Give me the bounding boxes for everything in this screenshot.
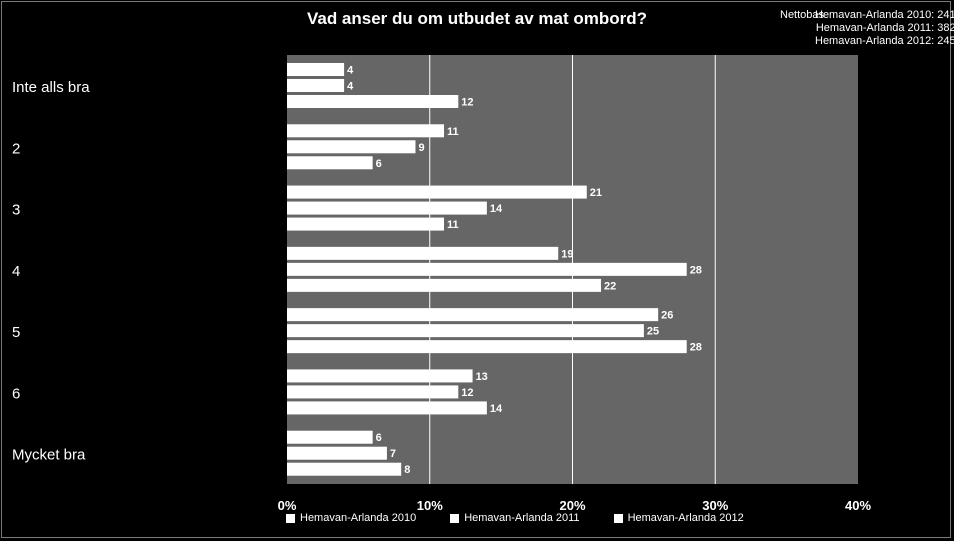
- bar: [287, 401, 487, 415]
- bar: [287, 140, 416, 154]
- bar: [287, 340, 687, 354]
- data-label: 9: [418, 142, 424, 154]
- data-label: 8: [404, 464, 410, 476]
- legend-label-2011: Hemavan-Arlanda 2011: [464, 512, 580, 524]
- legend-item-2011: Hemavan-Arlanda 2011: [450, 512, 580, 524]
- bar: [287, 262, 687, 276]
- category-label: Mycket bra: [12, 447, 86, 464]
- bar: [287, 185, 587, 199]
- legend-swatch-2012: [613, 513, 623, 523]
- data-label: 25: [647, 326, 659, 338]
- nettobas-line-2011: Hemavan-Arlanda 2011: 382: [815, 22, 954, 34]
- bar: [287, 79, 345, 92]
- legend-label-2012: Hemavan-Arlanda 2012: [627, 512, 744, 524]
- data-label: 28: [690, 342, 702, 354]
- data-label: 11: [447, 126, 459, 138]
- legend: Hemavan-Arlanda 2010 Hemavan-Arlanda 201…: [286, 512, 778, 524]
- bar: [287, 385, 459, 399]
- bar: [287, 430, 373, 444]
- category-label: 6: [12, 385, 20, 402]
- data-label: 14: [490, 203, 503, 215]
- data-label: 11: [447, 219, 459, 231]
- x-tick-label: 10%: [417, 498, 443, 513]
- bar: [287, 201, 487, 215]
- data-label: 7: [390, 448, 396, 460]
- x-tick-label: 40%: [845, 498, 871, 513]
- bar: [287, 308, 659, 322]
- data-label: 13: [476, 371, 488, 383]
- bar: [287, 369, 473, 383]
- legend-item-2012: Hemavan-Arlanda 2012: [613, 512, 744, 524]
- category-label: 5: [12, 324, 20, 341]
- legend-swatch-2010: [286, 513, 295, 523]
- data-label: 22: [604, 280, 616, 292]
- data-label: 26: [661, 310, 673, 322]
- x-tick-label: 20%: [559, 498, 585, 513]
- data-label: 6: [376, 158, 382, 170]
- x-tick-label: 0%: [278, 498, 297, 513]
- bar: [287, 217, 445, 231]
- data-label: 28: [690, 264, 702, 276]
- bar: [287, 156, 373, 170]
- bar: [287, 278, 602, 292]
- nettobas-label: Nettobas: [780, 9, 825, 21]
- bar: [287, 124, 445, 138]
- category-label: 3: [12, 202, 20, 219]
- bar: [287, 446, 387, 460]
- chart-title: Vad anser du om utbudet av mat ombord?: [306, 9, 648, 28]
- bar: [287, 63, 345, 76]
- data-label: 6: [376, 432, 382, 444]
- bar: [287, 246, 559, 260]
- data-label: 4: [347, 65, 354, 77]
- legend-swatch-2011: [450, 513, 460, 523]
- category-label: Inte alls bra: [12, 79, 90, 96]
- bar: [287, 324, 644, 338]
- data-label: 19: [561, 248, 573, 260]
- bar: [287, 95, 459, 108]
- nettobas-line-2010: Hemavan-Arlanda 2010: 241: [815, 9, 954, 21]
- nettobas-line-2012: Hemavan-Arlanda 2012: 245: [815, 35, 954, 47]
- legend-label-2010: Hemavan-Arlanda 2010: [300, 512, 417, 524]
- bar: [287, 462, 402, 476]
- data-label: 14: [490, 403, 503, 415]
- category-label: 2: [12, 140, 20, 157]
- data-label: 12: [461, 387, 473, 399]
- data-label: 21: [590, 187, 602, 199]
- category-label: 4: [12, 263, 20, 280]
- data-label: 4: [347, 81, 354, 93]
- data-label: 12: [461, 97, 473, 109]
- x-tick-label: 30%: [702, 498, 728, 513]
- legend-item-2010: Hemavan-Arlanda 2010: [286, 512, 416, 524]
